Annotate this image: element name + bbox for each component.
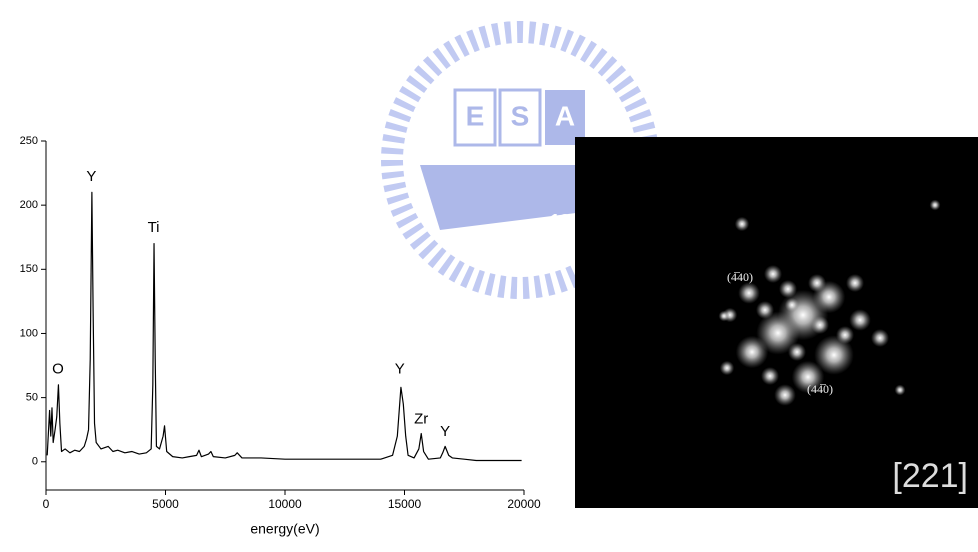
diffraction-spot bbox=[735, 217, 749, 231]
diffraction-spot bbox=[871, 329, 889, 347]
watermark-letter: E bbox=[466, 100, 485, 131]
diffraction-spot bbox=[764, 265, 782, 283]
diffraction-spot bbox=[736, 336, 768, 368]
y-tick-label: 250 bbox=[20, 135, 38, 147]
peak-annotation: Y bbox=[440, 423, 450, 440]
diffraction-spot bbox=[720, 361, 734, 375]
diffraction-spot bbox=[761, 367, 779, 385]
y-tick-label: 100 bbox=[20, 327, 38, 339]
watermark-letter: S bbox=[511, 100, 530, 131]
y-tick-label: 150 bbox=[20, 263, 38, 275]
peak-annotation: Zr bbox=[414, 410, 428, 427]
diffraction-spot bbox=[756, 301, 774, 319]
diffraction-spot bbox=[808, 274, 826, 292]
x-tick-label: 15000 bbox=[388, 497, 422, 511]
diffraction-spot bbox=[846, 274, 864, 292]
diffraction-spot bbox=[779, 280, 797, 298]
x-tick-label: 5000 bbox=[152, 497, 179, 511]
x-axis-label: energy(eV) bbox=[250, 521, 319, 537]
y-tick-label: 0 bbox=[32, 456, 38, 468]
x-tick-label: 10000 bbox=[268, 497, 302, 511]
y-tick-label: 200 bbox=[20, 199, 38, 211]
spectrum-line bbox=[47, 192, 521, 460]
diffraction-spot bbox=[719, 311, 730, 322]
page: E S A 1896 05010015020025005000100001500… bbox=[0, 0, 978, 552]
diffraction-spot bbox=[895, 385, 906, 396]
diffraction-spot bbox=[774, 384, 796, 406]
diffraction-spot bbox=[849, 309, 871, 331]
peak-annotation: Y bbox=[395, 360, 405, 377]
diffraction-spot bbox=[930, 200, 941, 211]
diffraction-spot bbox=[738, 282, 760, 304]
diffraction-spot bbox=[811, 316, 829, 334]
x-tick-label: 20000 bbox=[507, 497, 541, 511]
spot-label: (44̅0) bbox=[807, 382, 833, 396]
diffraction-spot bbox=[788, 343, 806, 361]
peak-annotation: Y bbox=[86, 168, 96, 185]
diffraction-spot bbox=[785, 298, 799, 312]
x-tick-label: 0 bbox=[43, 497, 50, 511]
diffraction-image: (4̅40) (44̅0) [221] bbox=[575, 137, 978, 508]
diffraction-spot bbox=[836, 326, 854, 344]
peak-annotation: O bbox=[52, 360, 64, 377]
zone-axis-label: [221] bbox=[892, 457, 968, 495]
peak-annotation: Ti bbox=[148, 219, 160, 236]
spot-label: (4̅40) bbox=[727, 270, 753, 284]
watermark-letter: A bbox=[555, 100, 575, 131]
y-tick-label: 50 bbox=[26, 392, 38, 404]
